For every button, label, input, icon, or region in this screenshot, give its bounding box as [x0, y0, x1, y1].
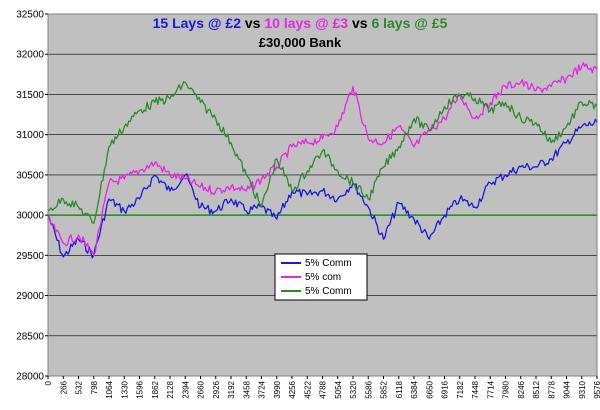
x-tick-label: 6650: [425, 380, 434, 398]
x-tick-label: 5586: [364, 380, 373, 398]
y-tick-label: 29500: [16, 251, 44, 262]
legend-label: 5% com: [305, 272, 341, 283]
x-tick-label: 9576: [593, 380, 600, 398]
title-part: vs: [348, 15, 371, 31]
x-tick-label: 7714: [486, 380, 495, 398]
x-tick-label: 9044: [563, 380, 572, 398]
x-tick-label: 3990: [273, 380, 282, 398]
title-part: 15 Lays @ £2: [153, 15, 242, 31]
x-tick-label: 3724: [258, 380, 267, 398]
title-part: 10 lays @ £3: [264, 15, 348, 31]
x-tick-label: 3458: [242, 380, 251, 398]
chart-subtitle: £30,000 Bank: [259, 35, 342, 50]
y-axis: 28000 28500 29000 29500 30000 30500 31000 31500…: [16, 10, 48, 383]
x-tick-label: 4788: [319, 380, 328, 398]
x-tick-label: 1596: [136, 380, 145, 398]
series-layer: [47, 62, 598, 259]
x-tick-label: 4522: [303, 380, 312, 398]
x-tick-label: 5054: [334, 380, 343, 398]
y-tick-label: 30500: [16, 170, 44, 181]
legend-entry: 5% Comm: [281, 258, 352, 269]
x-tick-label: 7448: [471, 380, 480, 398]
x-tick-label: 7182: [456, 380, 465, 398]
x-tick-label: 2394: [181, 380, 190, 398]
x-tick-label: 2660: [197, 380, 206, 398]
title-part: vs: [241, 15, 264, 31]
x-tick-label: 8778: [547, 380, 556, 398]
x-tick-label: 6384: [410, 380, 419, 398]
chart-title: 15 Lays @ £2 vs 10 lays @ £3 vs 6 lays @…: [153, 15, 448, 31]
plot-area: [48, 14, 597, 376]
x-tick-label: 5852: [380, 380, 389, 398]
legend-entry: 5% com: [281, 272, 341, 283]
x-tick-label: 9310: [578, 380, 587, 398]
x-tick-label: 8246: [517, 380, 526, 398]
legend-entry: 5% Comm: [281, 286, 352, 297]
x-tick-label: 1064: [105, 380, 114, 398]
x-tick-label: 2926: [212, 380, 221, 398]
y-tick-label: 28500: [16, 331, 44, 342]
x-tick-label: 2128: [166, 380, 175, 398]
y-tick-label: 28000: [16, 372, 44, 383]
x-tick-label: 532: [75, 380, 84, 394]
y-tick-label: 31000: [16, 130, 44, 141]
x-tick-label: 1862: [151, 380, 160, 398]
series-line-1: [47, 118, 598, 259]
x-axis: 0 266 532 798 1064 1330 1596 1862 2128 2394 2660 29…: [44, 376, 600, 399]
y-tick-label: 31500: [16, 90, 44, 101]
x-tick-label: 7980: [502, 380, 511, 398]
x-tick-label: 5320: [349, 380, 358, 398]
series-line-2: [47, 62, 598, 256]
x-tick-label: 0: [44, 380, 53, 385]
title-part: 6 lays @ £5: [371, 15, 447, 31]
x-tick-label: 8512: [532, 380, 541, 398]
x-tick-label: 1330: [120, 380, 129, 398]
y-tick-label: 32000: [16, 50, 44, 61]
x-tick-label: 266: [59, 380, 68, 394]
legend-label: 5% Comm: [305, 258, 352, 269]
series-line-3: [47, 81, 598, 224]
x-tick-label: 4256: [288, 380, 297, 398]
x-tick-label: 798: [90, 380, 99, 394]
y-tick-label: 32500: [16, 10, 44, 21]
legend-label: 5% Comm: [305, 286, 352, 297]
x-tick-label: 6916: [441, 380, 450, 398]
x-tick-label: 3192: [227, 380, 236, 398]
legend: 5% Comm 5% com 5% Comm: [274, 253, 368, 301]
x-tick-label: 6118: [395, 380, 404, 398]
y-tick-label: 30000: [16, 211, 44, 222]
y-tick-label: 29000: [16, 291, 44, 302]
